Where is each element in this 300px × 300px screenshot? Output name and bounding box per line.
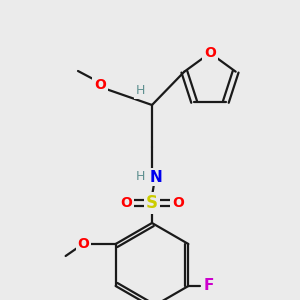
Text: O: O: [172, 196, 184, 210]
Text: H: H: [135, 170, 145, 184]
Text: N: N: [150, 169, 162, 184]
Text: H: H: [135, 85, 145, 98]
Text: O: O: [120, 196, 132, 210]
Text: O: O: [94, 78, 106, 92]
Text: S: S: [146, 194, 158, 212]
Text: O: O: [204, 46, 216, 60]
Text: O: O: [78, 237, 90, 251]
Text: F: F: [203, 278, 214, 293]
